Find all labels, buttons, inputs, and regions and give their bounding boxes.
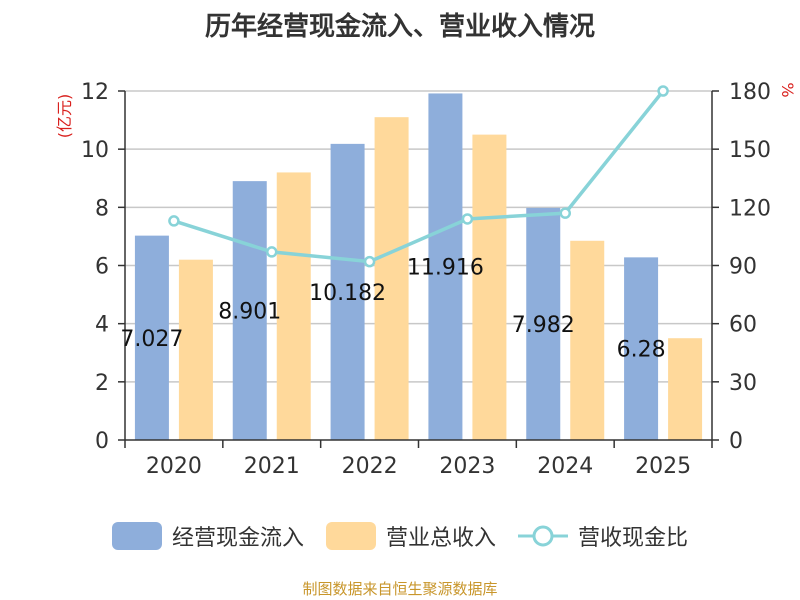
data-label-cash-inflow: 10.182 [309,281,386,306]
x-axis-tick-label: 2024 [537,454,593,479]
legend-line-marker-icon [518,525,568,547]
ratio-line-point [266,246,278,258]
left-axis-unit: (亿元) [55,94,74,139]
ratio-line-point [657,85,669,97]
data-label-cash-inflow: 7.982 [512,313,575,338]
right-axis-tick-label: 60 [729,313,757,338]
bar-revenue [570,240,605,440]
ratio-line [168,85,669,268]
x-axis-tick-label: 2020 [146,454,202,479]
bar-revenue [668,338,703,440]
data-labels: 7.027 8.901 10.182 11.916 7.982 6.28 [120,256,665,363]
x-axis-tick-label: 2022 [342,454,398,479]
right-axis-tick-label: 180 [729,80,771,105]
bar-cash-inflow [526,207,561,440]
ratio-line-path [173,89,665,264]
right-axis-tick-label: 30 [729,371,757,396]
left-axis-tick-label: 10 [81,138,109,163]
right-axis-tick-label: 0 [729,429,743,454]
legend-label-revenue: 营业总收入 [385,526,496,551]
legend-item-ratio[interactable]: 营收现金比 [518,520,688,552]
gridlines [125,90,712,383]
legend: 经营现金流入 营业总收入 营收现金比 [0,516,800,556]
legend-swatch-cash-inflow [111,522,162,550]
right-axis-tick-label: 150 [729,138,771,163]
ratio-line-point [559,207,571,219]
legend-label-cash-inflow: 经营现金流入 [171,526,304,551]
bar-cash-inflow [134,235,169,440]
legend-swatch-revenue [325,522,376,550]
x-axis-tick-label: 2025 [635,454,691,479]
ratio-line-point [168,215,180,227]
x-axis-tick-label: 2023 [439,454,495,479]
right-axis-unit: % [778,82,797,97]
data-label-cash-inflow: 7.027 [120,327,183,352]
legend-item-revenue[interactable]: 营业总收入 [325,520,496,552]
bar-cash-inflow [624,257,659,440]
data-label-cash-inflow: 6.28 [617,338,666,363]
left-axis-tick-label: 8 [95,196,109,221]
legend-item-cash-inflow[interactable]: 经营现金流入 [111,520,304,552]
source-note: 制图数据来自恒生聚源数据库 [302,580,498,598]
bar-cash-inflow [232,181,267,440]
left-axis-tick-label: 6 [95,255,109,280]
bars [134,93,703,441]
data-label-cash-inflow: 11.916 [407,256,484,281]
chart-title: 历年经营现金流入、营业收入情况 [204,12,595,42]
bar-cash-inflow [428,93,463,441]
right-axis-tick-label: 90 [729,255,757,280]
bar-revenue [374,117,409,441]
x-axis-tick-label: 2021 [244,454,300,479]
ratio-line-point [363,255,376,268]
left-axis-tick-label: 2 [95,371,109,396]
legend-label-ratio: 营收现金比 [578,526,689,551]
bar-revenue [276,172,311,440]
left-axis-tick-label: 0 [95,429,109,454]
bar-revenue [472,134,507,440]
left-axis-tick-label: 12 [81,80,109,105]
left-axis-tick-label: 4 [95,313,109,338]
ratio-line-point [461,213,474,225]
data-label-cash-inflow: 8.901 [218,300,281,325]
right-axis-tick-label: 120 [729,196,771,221]
bar-revenue [178,259,213,440]
bar-cash-inflow [330,143,365,440]
